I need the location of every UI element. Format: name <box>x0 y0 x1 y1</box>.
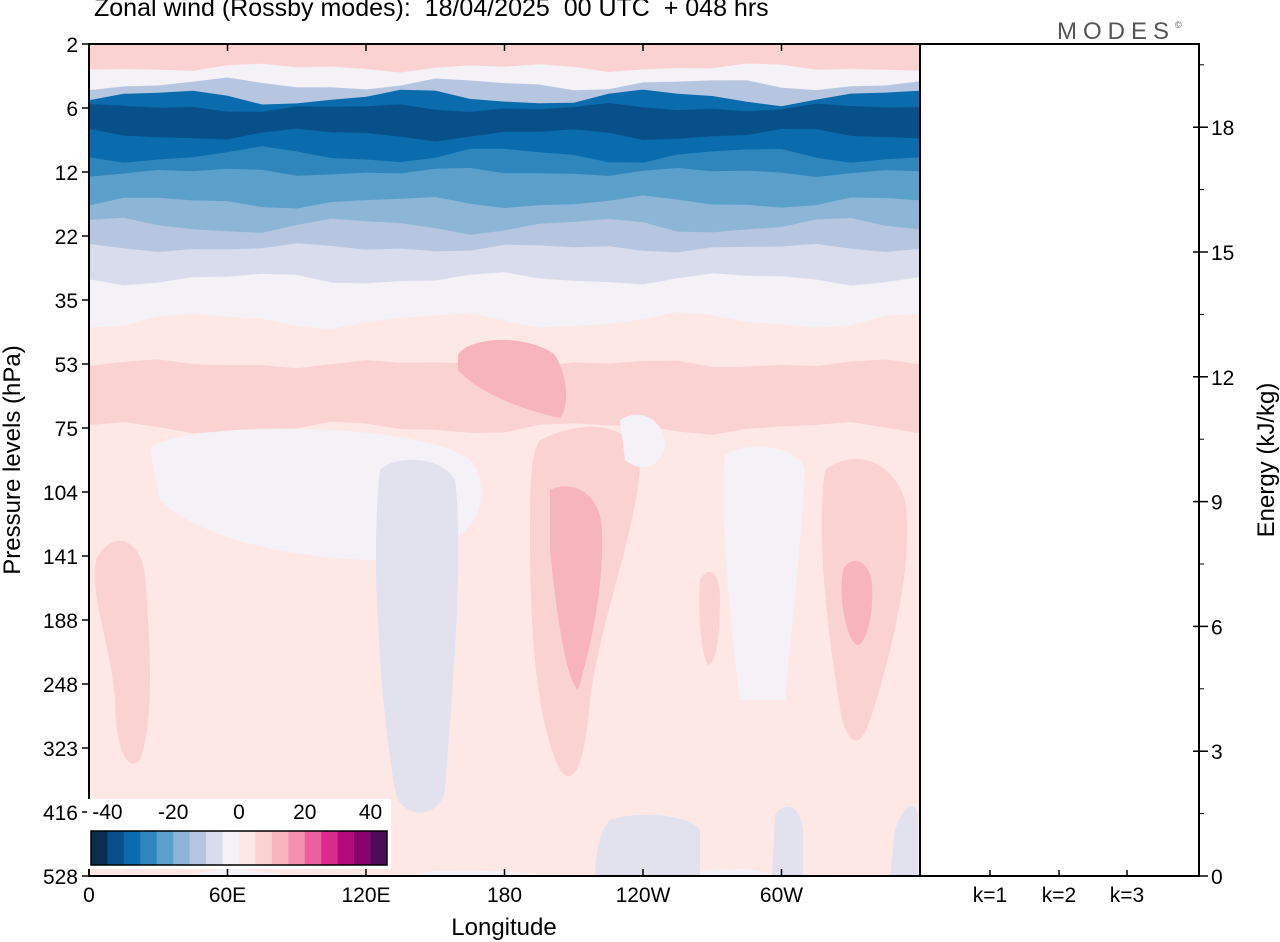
colorbar-swatch <box>140 831 158 865</box>
wind-anomaly-region <box>458 340 567 418</box>
colorbar-swatch <box>337 831 355 865</box>
wind-anomaly-region <box>699 571 720 665</box>
chart-title: Zonal wind (Rossby modes): 18/04/2025 00… <box>94 0 769 22</box>
colorbar-frame <box>90 830 388 866</box>
wind-anomaly-region <box>595 814 700 876</box>
energy-tick-label: 9 <box>1211 492 1223 515</box>
colorbar: -40 -20 0 20 40 <box>87 799 391 869</box>
energy-tick-label: 3 <box>1211 741 1223 764</box>
colorbar-swatch <box>370 831 388 865</box>
colorbar-swatch <box>321 831 339 865</box>
y-tick-label: 528 <box>43 866 78 889</box>
colorbar-swatch <box>206 831 223 865</box>
wind-anomaly-region <box>772 806 803 876</box>
wind-anomaly-region <box>890 806 918 876</box>
brand-text: MODES <box>1057 18 1176 45</box>
x-tick-label: 180 <box>487 884 522 907</box>
colorbar-tick-label: -40 <box>92 801 122 824</box>
y-tick-label: 12 <box>55 162 78 185</box>
y-tick-label: 188 <box>43 610 78 633</box>
y-tick-label: 248 <box>43 674 78 697</box>
x-tick-label: 120E <box>341 884 390 907</box>
y-axis-label: Pressure levels (hPa) <box>0 345 26 574</box>
colorbar-tick-label: 40 <box>359 801 382 824</box>
colorbar-swatch <box>123 831 141 865</box>
wind-anomaly-region <box>841 561 873 645</box>
x-axis: 0 60E 120E 180 120W 60W <box>83 44 803 907</box>
y-tick-label: 6 <box>66 98 78 121</box>
colorbar-swatch <box>288 831 306 865</box>
x-tick-label: 0 <box>83 884 95 907</box>
energy-tick-label: 12 <box>1211 367 1234 390</box>
y-tick-label: 75 <box>55 418 78 441</box>
colorbar-swatch <box>107 831 125 865</box>
y-tick-label: 22 <box>55 226 78 249</box>
energy-bars: k=1 k=2 k=3 <box>968 870 1149 907</box>
colorbar-swatch <box>222 831 240 865</box>
wind-anomaly-region <box>550 486 603 690</box>
energy-tick-label: 0 <box>1211 866 1223 889</box>
wind-anomaly-region <box>620 414 665 468</box>
x-tick-label: 60W <box>760 884 803 907</box>
colorbar-swatch <box>354 831 371 865</box>
y-tick-label: 35 <box>55 290 78 313</box>
energy-panel-frame <box>919 43 1200 877</box>
energy-category-label: k=2 <box>1042 884 1076 907</box>
energy-category-label: k=1 <box>973 884 1007 907</box>
y-tick-label: 53 <box>55 354 78 377</box>
colorbar-swatch <box>271 831 289 865</box>
y-tick-label: 416 <box>43 802 78 825</box>
y-axis: 2 6 12 22 35 53 75 104 141 188 248 323 416 528 <box>43 34 89 889</box>
x-tick-label: 60E <box>209 884 246 907</box>
colorbar-tick-label: 0 <box>233 801 245 824</box>
colorbar-swatch <box>189 831 207 865</box>
colorbar-swatch <box>91 831 108 865</box>
modes-logo: MODES© <box>1057 18 1182 46</box>
colorbar-tick-label: -20 <box>158 801 188 824</box>
colorbar-swatch <box>255 831 273 865</box>
x-tick-label: 120W <box>616 884 671 907</box>
y-tick-label: 2 <box>66 34 78 57</box>
energy-tick-label: 18 <box>1211 117 1234 140</box>
colorbar-swatch <box>173 831 191 865</box>
y-tick-label: 104 <box>43 482 78 505</box>
wind-anomaly-region <box>723 446 805 700</box>
colorbar-tick-label: 20 <box>293 801 316 824</box>
y-tick-label: 141 <box>43 546 78 569</box>
colorbar-swatch <box>239 831 256 865</box>
wind-anomaly-region <box>94 540 150 764</box>
colorbar-swatch <box>156 831 174 865</box>
energy-axis: 0 3 6 9 12 15 18 <box>1193 64 1234 889</box>
energy-category-label: k=3 <box>1110 884 1144 907</box>
y-tick-label: 323 <box>43 738 78 761</box>
x-axis-label: Longitude <box>451 914 556 941</box>
wind-anomaly-region <box>375 459 459 813</box>
copyright-mark: © <box>1175 20 1182 30</box>
wind-anomaly-regions <box>94 340 918 876</box>
energy-tick-label: 6 <box>1211 616 1223 639</box>
colorbar-swatch <box>304 831 322 865</box>
contour-band <box>89 44 920 73</box>
energy-tick-label: 15 <box>1211 242 1234 265</box>
energy-axis-label: Energy (kJ/kg) <box>1253 383 1280 538</box>
